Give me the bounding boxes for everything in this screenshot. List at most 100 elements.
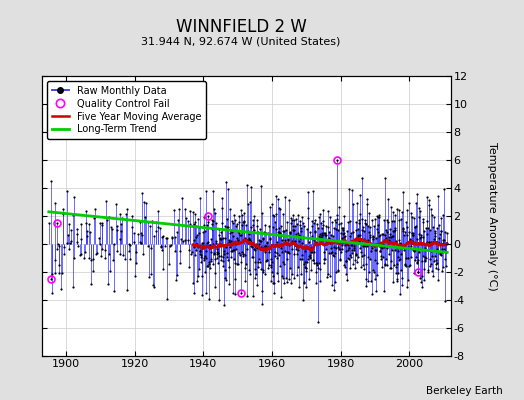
Point: [237, 248, 246, 255]
Point: [330, 286, 339, 293]
Point: [226, 244, 234, 250]
Point: [348, 187, 356, 193]
Point: [220, 275, 228, 281]
Point: [282, 256, 291, 262]
Point: [332, 245, 340, 251]
Point: [225, 230, 234, 236]
Point: [358, 174, 367, 181]
Point: [330, 252, 338, 259]
Point: [356, 211, 364, 218]
Point: [261, 270, 269, 277]
Point: [323, 240, 331, 247]
Point: [173, 217, 182, 224]
Point: [258, 300, 266, 307]
Point: [373, 260, 381, 266]
Point: [387, 204, 395, 211]
Point: [261, 242, 270, 249]
Point: [197, 253, 205, 260]
Point: [429, 239, 437, 246]
Point: [48, 270, 57, 277]
Point: [199, 243, 207, 250]
Point: [395, 237, 403, 243]
Point: [244, 236, 253, 242]
Point: [416, 235, 424, 241]
Point: [399, 226, 407, 232]
Point: [113, 248, 121, 254]
Point: [247, 229, 256, 236]
Point: [214, 250, 222, 256]
Point: [372, 288, 380, 294]
Point: [352, 251, 361, 257]
Point: [377, 264, 386, 270]
Point: [287, 280, 295, 287]
Point: [152, 219, 160, 226]
Point: [430, 213, 438, 220]
Point: [418, 284, 427, 290]
Point: [293, 272, 301, 279]
Point: [277, 294, 286, 300]
Point: [384, 196, 392, 202]
Point: [51, 257, 59, 264]
Point: [105, 251, 113, 257]
Point: [177, 235, 185, 242]
Point: [303, 256, 312, 262]
Point: [435, 250, 444, 256]
Point: [422, 225, 431, 232]
Point: [378, 254, 387, 260]
Point: [365, 223, 374, 230]
Point: [407, 242, 415, 249]
Point: [225, 264, 233, 270]
Point: [356, 192, 365, 198]
Point: [331, 250, 340, 256]
Point: [254, 244, 263, 251]
Point: [230, 212, 238, 218]
Point: [329, 238, 337, 244]
Point: [213, 251, 221, 258]
Point: [213, 246, 221, 252]
Point: [233, 239, 241, 245]
Point: [333, 212, 341, 218]
Point: [352, 252, 361, 258]
Point: [409, 230, 418, 236]
Point: [47, 178, 56, 184]
Point: [385, 251, 393, 257]
Point: [383, 217, 391, 223]
Point: [229, 247, 237, 253]
Point: [265, 246, 273, 252]
Point: [426, 227, 434, 233]
Point: [201, 228, 209, 234]
Point: [73, 243, 82, 250]
Point: [287, 215, 296, 222]
Point: [253, 223, 261, 229]
Point: [442, 263, 451, 270]
Point: [441, 255, 449, 262]
Point: [60, 244, 68, 250]
Point: [238, 222, 246, 229]
Point: [367, 278, 375, 284]
Point: [273, 270, 281, 276]
Point: [159, 233, 168, 240]
Point: [335, 257, 344, 263]
Point: [198, 273, 206, 279]
Point: [368, 236, 377, 242]
Point: [394, 254, 402, 261]
Point: [413, 258, 421, 265]
Point: [283, 249, 292, 255]
Point: [255, 237, 264, 244]
Point: [58, 206, 67, 213]
Point: [231, 276, 239, 282]
Point: [255, 256, 264, 262]
Point: [363, 243, 372, 250]
Point: [348, 229, 357, 236]
Point: [327, 245, 335, 251]
Point: [266, 204, 275, 210]
Point: [375, 233, 383, 239]
Point: [232, 222, 241, 229]
Point: [154, 224, 162, 230]
Point: [404, 244, 412, 250]
Point: [228, 290, 237, 297]
Point: [123, 206, 132, 212]
Point: [328, 249, 336, 255]
Point: [345, 252, 354, 258]
Point: [264, 230, 272, 236]
